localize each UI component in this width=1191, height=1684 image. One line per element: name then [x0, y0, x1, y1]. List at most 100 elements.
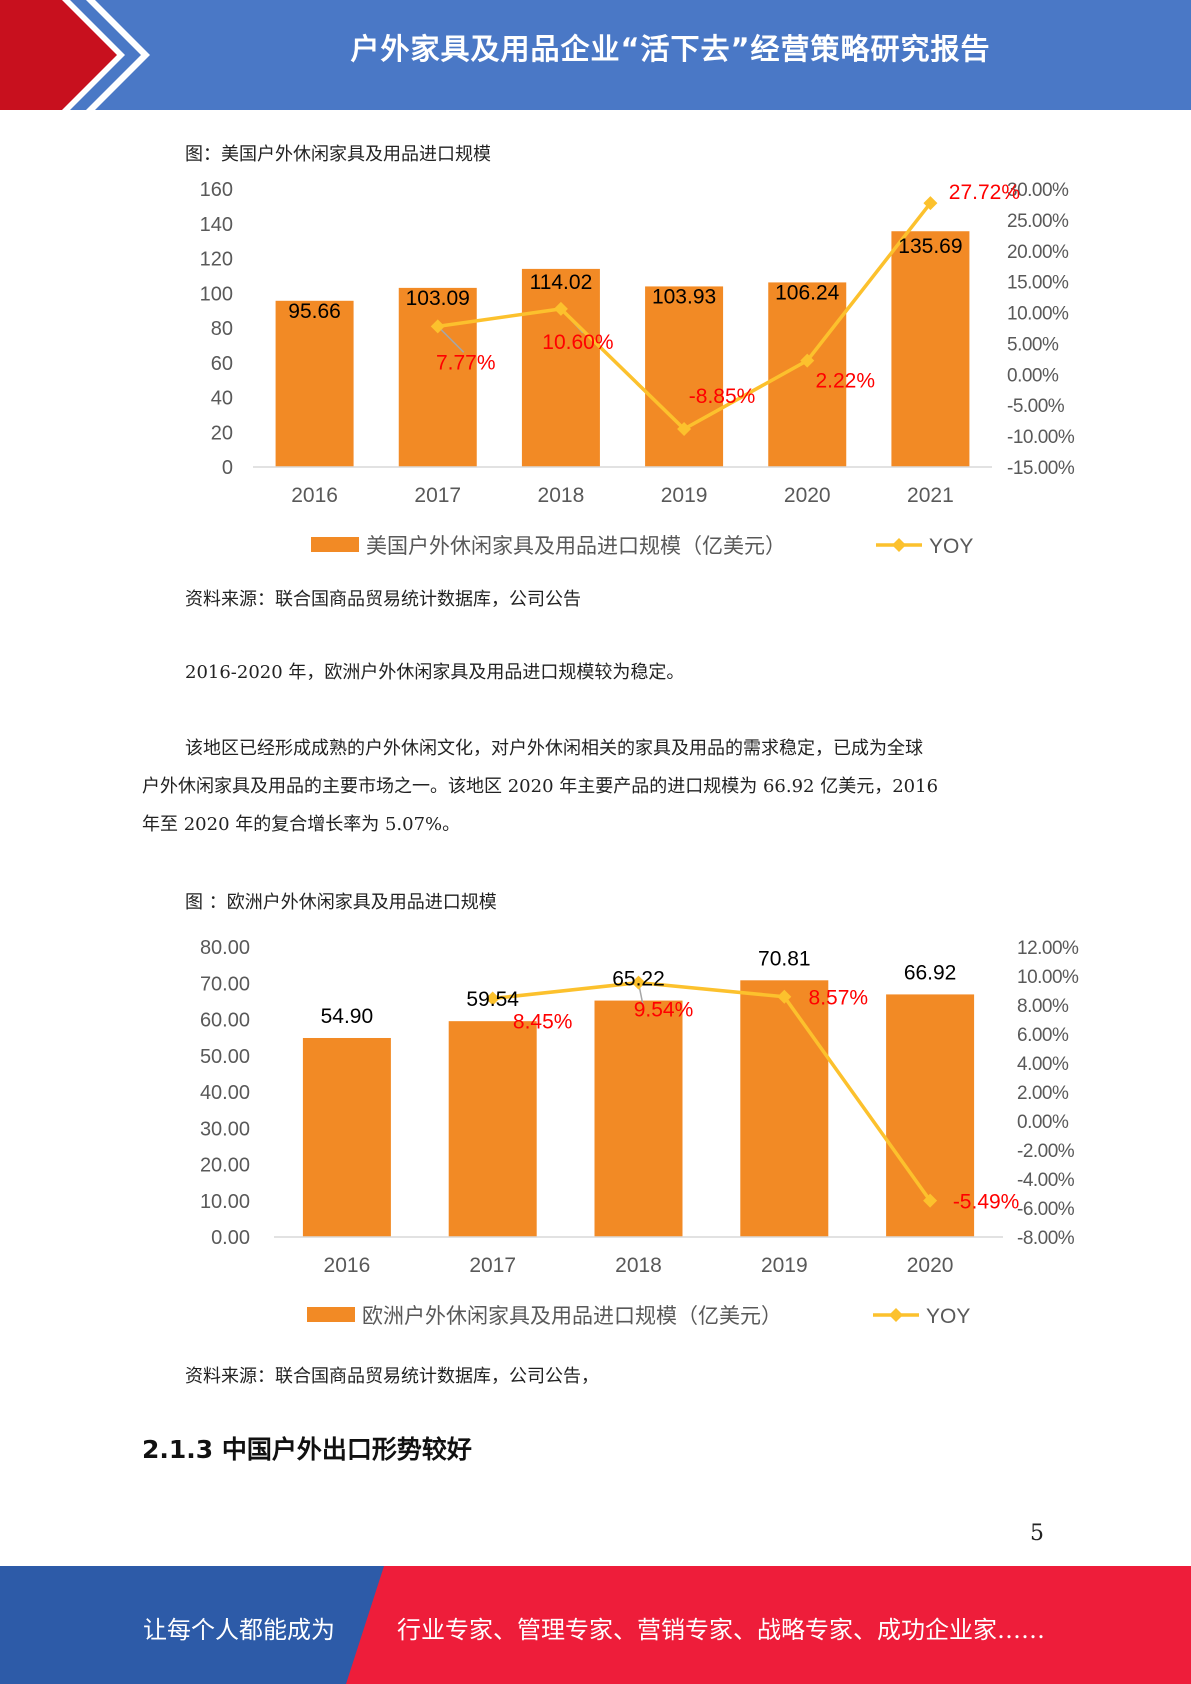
- yoy-value-label: 9.54%: [634, 999, 694, 1022]
- yoy-value-label: 8.45%: [513, 1010, 573, 1033]
- y-right-tick-label: 4.00%: [1017, 1054, 1069, 1075]
- bar-value-label: 103.93: [652, 285, 716, 308]
- report-title: 户外家具及用品企业“活下去”经营策略研究报告: [350, 32, 991, 66]
- legend-bar-swatch: [311, 537, 359, 552]
- y-right-tick-label: -15.00%: [1007, 458, 1075, 479]
- bar-value-label: 66.92: [904, 961, 957, 984]
- y-left-tick-label: 20: [211, 422, 233, 444]
- yoy-value-label: 7.77%: [436, 351, 496, 374]
- yoy-marker: [631, 975, 646, 990]
- bar: [398, 287, 477, 467]
- y-left-tick-label: 80.00: [200, 937, 250, 959]
- bar-value-label: 106.24: [775, 281, 840, 304]
- yoy-value-label: -8.85%: [689, 385, 756, 408]
- y-right-tick-label: -10.00%: [1007, 427, 1075, 448]
- y-right-tick-label: 30.00%: [1007, 180, 1069, 201]
- x-tick-label: 2017: [414, 484, 461, 507]
- y-right-tick-label: 25.00%: [1007, 211, 1069, 232]
- footer-slogan-left: 让每个人都能成为: [143, 1616, 335, 1644]
- y-right-tick-label: 20.00%: [1007, 242, 1069, 263]
- y-left-tick-label: 80: [211, 318, 233, 340]
- bar-value-label: 65.22: [612, 968, 665, 991]
- y-left-tick-label: 60: [211, 353, 233, 375]
- y-right-tick-label: 0.00%: [1017, 1112, 1069, 1133]
- y-right-tick-label: -4.00%: [1017, 1170, 1075, 1191]
- y-right-tick-label: 8.00%: [1017, 996, 1069, 1017]
- header-red-arrow-icon: [0, 0, 150, 110]
- chart2-caption: 图 ：欧洲户外休闲家具及用品进口规模: [185, 892, 497, 913]
- legend-bar-label: 美国户外休闲家具及用品进口规模（亿美元）: [366, 535, 786, 558]
- x-tick-label: 2018: [538, 484, 585, 507]
- y-right-tick-label: 2.00%: [1017, 1083, 1069, 1104]
- chart1-caption: 图：美国户外休闲家具及用品进口规模: [185, 144, 491, 165]
- y-left-tick-label: 70.00: [200, 973, 250, 995]
- y-left-tick-label: 50.00: [200, 1046, 250, 1068]
- legend-bar-swatch: [307, 1307, 355, 1322]
- bar: [448, 1021, 537, 1237]
- x-tick-label: 2021: [907, 484, 954, 507]
- yoy-marker: [923, 1193, 938, 1208]
- bar: [645, 286, 724, 467]
- yoy-value-label: 2.22%: [815, 370, 875, 393]
- yoy-marker: [923, 196, 938, 211]
- legend-line-label: YOY: [926, 1305, 970, 1328]
- y-left-tick-label: 0: [222, 457, 233, 479]
- yoy-line: [492, 980, 932, 1202]
- y-left-tick-label: 140: [200, 214, 233, 236]
- section-title: 2.1.3 中国户外出口形势较好: [142, 1435, 472, 1464]
- y-left-tick-label: 10.00: [200, 1191, 250, 1213]
- chart2-source: 资料来源：联合国商品贸易统计数据库，公司公告，: [185, 1366, 599, 1387]
- page-number: 5: [1030, 1521, 1044, 1546]
- y-left-tick-label: 30.00: [200, 1118, 250, 1140]
- paragraph-line-3: 年至 2020 年的复合增长率为 5.07%。: [142, 814, 461, 835]
- y-right-tick-label: 12.00%: [1017, 938, 1079, 959]
- legend-bar-label: 欧洲户外休闲家具及用品进口规模（亿美元）: [362, 1305, 782, 1328]
- yoy-value-label: 27.72%: [949, 181, 1020, 204]
- label-leader-line: [437, 325, 465, 353]
- yoy-marker: [677, 422, 692, 437]
- y-right-tick-label: 10.00%: [1007, 304, 1069, 325]
- page-footer: 让每个人都能成为 行业专家、管理专家、营销专家、战略专家、成功企业家……: [0, 1566, 1191, 1684]
- footer-red-band: [346, 1566, 1191, 1684]
- bar: [891, 231, 970, 467]
- y-right-tick-label: 10.00%: [1017, 967, 1079, 988]
- y-right-tick-label: -2.00%: [1017, 1141, 1075, 1162]
- y-left-tick-label: 120: [200, 249, 233, 271]
- x-tick-label: 2020: [784, 484, 831, 507]
- europe-import-chart: 0.00 10.00 20.00 30.00 40.00 50.00 60.00 70.00 8…: [200, 937, 1080, 1328]
- bar: [594, 1000, 683, 1237]
- yoy-marker: [553, 301, 568, 316]
- page-header: 户外家具及用品企业“活下去”经营策略研究报告: [0, 0, 1191, 110]
- yoy-value-label: 8.57%: [809, 987, 869, 1010]
- y-right-tick-label: -5.00%: [1007, 396, 1065, 417]
- paragraph-line-2: 户外休闲家具及用品的主要市场之一。该地区 2020 年主要产品的进口规模为 66…: [142, 776, 939, 797]
- x-tick-label: 2018: [615, 1254, 662, 1277]
- legend-line-marker: [889, 1308, 903, 1322]
- x-tick-label: 2019: [661, 484, 708, 507]
- paragraph-line-1: 该地区已经形成成熟的户外休闲文化，对户外休闲相关的家具及用品的需求稳定，已成为全…: [185, 738, 923, 759]
- y-left-tick-label: 100: [200, 283, 233, 305]
- x-tick-label: 2016: [291, 484, 338, 507]
- yoy-marker: [485, 991, 500, 1006]
- paragraph-europe-stable: 2016-2020 年，欧洲户外休闲家具及用品进口规模较为稳定。: [185, 662, 685, 683]
- y-left-tick-label: 20.00: [200, 1155, 250, 1177]
- bar-value-label: 59.54: [466, 988, 519, 1011]
- bar-value-label: 114.02: [530, 271, 593, 294]
- y-left-tick-label: 160: [200, 179, 233, 201]
- yoy-value-label: 10.60%: [542, 331, 613, 354]
- bar: [302, 1037, 391, 1237]
- y-right-tick-label: -8.00%: [1017, 1228, 1075, 1249]
- y-right-tick-label: 0.00%: [1007, 365, 1059, 386]
- yoy-marker: [777, 989, 792, 1004]
- bar: [521, 268, 600, 467]
- yoy-marker: [800, 353, 815, 368]
- y-left-tick-label: 60.00: [200, 1010, 250, 1032]
- y-right-tick-label: 6.00%: [1017, 1025, 1069, 1046]
- y-right-tick-label: 15.00%: [1007, 273, 1069, 294]
- us-import-chart: 0 20 40 60 80 100 120 140 160 -15.00% -10.00% -5.00…: [200, 179, 1076, 558]
- yoy-marker: [430, 319, 445, 334]
- x-tick-label: 2019: [761, 1254, 808, 1277]
- y-right-tick-label: -6.00%: [1017, 1199, 1075, 1220]
- footer-slogan-right: 行业专家、管理专家、营销专家、战略专家、成功企业家……: [397, 1616, 1045, 1644]
- y-left-tick-label: 40.00: [200, 1082, 250, 1104]
